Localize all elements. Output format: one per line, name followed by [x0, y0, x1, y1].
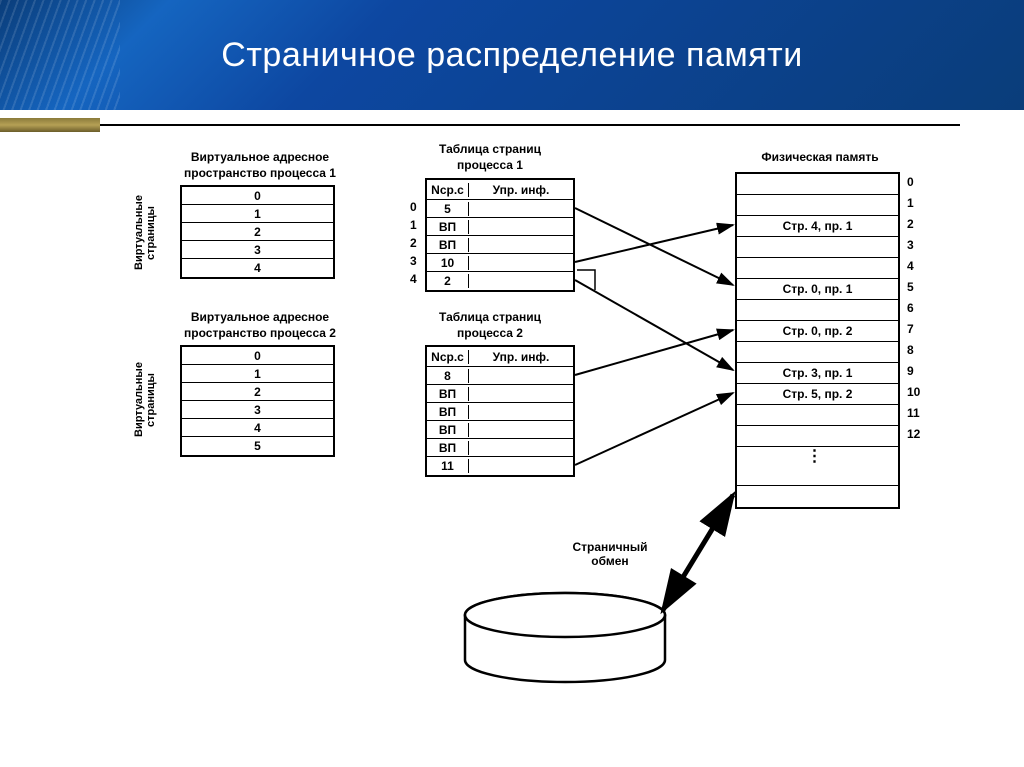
- table-row: 0: [182, 347, 333, 365]
- cell: ВП: [427, 405, 469, 419]
- row-index: 12: [907, 427, 920, 441]
- table-row: Стр. 3, пр. 1: [737, 363, 898, 384]
- cell: 2: [427, 274, 469, 288]
- virtual2-table: 012345: [180, 345, 335, 457]
- pagetable1-title: Таблица страниц процесса 1: [410, 142, 570, 173]
- slide-title: Страничное распределение памяти: [221, 36, 802, 75]
- row-index: 5: [907, 280, 914, 294]
- row-index: 0: [907, 175, 914, 189]
- row-index: 11: [907, 406, 920, 420]
- physical-title: Физическая память: [735, 150, 905, 166]
- pagetable1-table: Nср.сУпр. инф.5 ВП ВП 10 2: [425, 178, 575, 292]
- cell: ВП: [427, 441, 469, 455]
- table-row: ⋮: [737, 447, 898, 465]
- row-index: 7: [907, 322, 914, 336]
- table-row: Стр. 5, пр. 2: [737, 384, 898, 405]
- table-row: Стр. 0, пр. 1: [737, 279, 898, 300]
- swap-label: Страничный обмен: [550, 540, 670, 568]
- virtual1-title: Виртуальное адресное пространство процес…: [160, 150, 360, 181]
- table-row: 0: [182, 187, 333, 205]
- table-row: [737, 300, 898, 321]
- table-row: 2: [182, 383, 333, 401]
- cell: 10: [427, 256, 469, 270]
- physical-title-text: Физическая память: [761, 150, 878, 164]
- row-index: 9: [907, 364, 914, 378]
- virtual2-title: Виртуальное адресное пространство процес…: [160, 310, 360, 341]
- accent-line: [100, 124, 960, 126]
- slide-header: Страничное распределение памяти: [0, 0, 1024, 110]
- row-index: 2: [410, 236, 417, 250]
- cell: ВП: [427, 423, 469, 437]
- table-row: 3: [182, 241, 333, 259]
- row-index: 1: [907, 196, 914, 210]
- pagetable2-title: Таблица страниц процесса 2: [410, 310, 570, 341]
- table-row: [737, 237, 898, 258]
- row-index: 8: [907, 343, 914, 357]
- table-row: 1: [182, 205, 333, 223]
- table-row: 4: [182, 419, 333, 437]
- col-header: Nср.с: [427, 350, 469, 364]
- cell: 5: [427, 202, 469, 216]
- cell: 11: [427, 459, 469, 473]
- accent-bar: [0, 118, 100, 132]
- row-index: 4: [410, 272, 417, 286]
- table-row: [737, 405, 898, 426]
- disk-icon: [460, 590, 670, 695]
- row-index: 10: [907, 385, 920, 399]
- row-index: 1: [410, 218, 417, 232]
- col-header: Упр. инф.: [469, 350, 573, 364]
- table-row: [737, 426, 898, 447]
- row-index: 4: [907, 259, 914, 273]
- table-row: [737, 174, 898, 195]
- row-index: 3: [410, 254, 417, 268]
- table-row: Стр. 4, пр. 1: [737, 216, 898, 237]
- table-row: [737, 486, 898, 507]
- row-index: 2: [907, 217, 914, 231]
- table-row: [737, 342, 898, 363]
- pagetable2-table: Nср.сУпр. инф.8 ВП ВП ВП ВП 11: [425, 345, 575, 477]
- table-row: 4: [182, 259, 333, 277]
- pagetable2-title-text: Таблица страниц процесса 2: [439, 310, 541, 340]
- virtual1-side-label: Виртуальные страницы: [133, 188, 157, 278]
- table-row: [737, 195, 898, 216]
- cell: ВП: [427, 387, 469, 401]
- cell: ВП: [427, 220, 469, 234]
- table-row: [737, 465, 898, 486]
- table-row: [737, 258, 898, 279]
- virtual1-table: 01234: [180, 185, 335, 279]
- table-row: Стр. 0, пр. 2: [737, 321, 898, 342]
- virtual2-side-label: Виртуальные страницы: [133, 350, 157, 450]
- col-header: Упр. инф.: [469, 183, 573, 197]
- cell: 8: [427, 369, 469, 383]
- col-header: Nср.с: [427, 183, 469, 197]
- table-row: 3: [182, 401, 333, 419]
- table-row: 5: [182, 437, 333, 455]
- virtual1-title-text: Виртуальное адресное пространство процес…: [184, 150, 336, 180]
- virtual2-title-text: Виртуальное адресное пространство процес…: [184, 310, 336, 340]
- paging-diagram: Виртуальное адресное пространство процес…: [65, 150, 965, 750]
- row-index: 6: [907, 301, 914, 315]
- table-row: 1: [182, 365, 333, 383]
- row-index: 0: [410, 200, 417, 214]
- pagetable1-title-text: Таблица страниц процесса 1: [439, 142, 541, 172]
- table-row: 2: [182, 223, 333, 241]
- physical-table: Стр. 4, пр. 1 Стр. 0, пр. 1 Стр. 0, пр. 2 С…: [735, 172, 900, 509]
- cell: ВП: [427, 238, 469, 252]
- row-index: 3: [907, 238, 914, 252]
